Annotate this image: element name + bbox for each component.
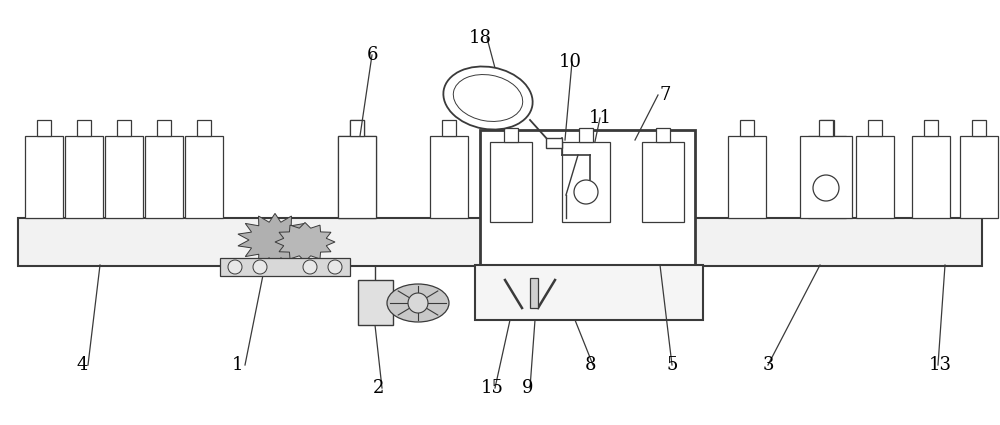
Bar	[912, 136, 950, 218]
Text: 11: 11	[588, 109, 612, 127]
Bar	[530, 278, 538, 308]
Bar	[18, 218, 982, 266]
Ellipse shape	[453, 74, 523, 122]
Bar	[972, 120, 986, 136]
Circle shape	[303, 260, 317, 274]
Text: 15: 15	[481, 379, 503, 397]
Bar	[145, 136, 183, 218]
Bar	[856, 136, 894, 218]
Bar	[197, 120, 211, 136]
Bar	[490, 142, 532, 222]
Bar	[350, 120, 364, 136]
Bar	[442, 120, 456, 136]
Bar	[475, 265, 703, 320]
Text: 8: 8	[584, 356, 596, 374]
Bar	[338, 136, 376, 218]
Bar	[800, 136, 852, 218]
Circle shape	[228, 260, 242, 274]
Text: 3: 3	[762, 356, 774, 374]
Bar	[358, 280, 393, 325]
Bar	[117, 120, 131, 136]
Bar	[430, 136, 468, 218]
Bar	[77, 120, 91, 136]
Bar	[65, 136, 103, 218]
Circle shape	[328, 260, 342, 274]
Bar	[808, 136, 846, 218]
Text: 18: 18	[468, 29, 492, 47]
Circle shape	[574, 180, 598, 204]
Bar	[579, 128, 593, 142]
Bar	[728, 136, 766, 218]
Bar	[642, 142, 684, 222]
Bar	[25, 136, 63, 218]
Text: 4: 4	[76, 356, 88, 374]
Bar	[338, 136, 376, 218]
Text: 5: 5	[666, 356, 678, 374]
Text: 7: 7	[659, 86, 671, 104]
Bar	[480, 130, 695, 265]
Bar	[960, 136, 998, 218]
Text: 2: 2	[372, 379, 384, 397]
Bar	[350, 120, 364, 136]
Text: 13: 13	[928, 356, 952, 374]
Bar	[220, 258, 350, 276]
Circle shape	[408, 293, 428, 313]
Bar	[185, 136, 223, 218]
Bar	[924, 120, 938, 136]
Bar	[105, 136, 143, 218]
Bar	[157, 120, 171, 136]
Ellipse shape	[387, 284, 449, 322]
Bar	[656, 128, 670, 142]
Bar	[740, 120, 754, 136]
Text: 10: 10	[558, 53, 582, 71]
Text: 9: 9	[522, 379, 534, 397]
Circle shape	[813, 175, 839, 201]
Bar	[546, 138, 562, 148]
Text: 1: 1	[232, 356, 244, 374]
Bar	[820, 120, 834, 136]
Bar	[819, 120, 833, 136]
Polygon shape	[238, 213, 312, 266]
Polygon shape	[275, 223, 335, 261]
Ellipse shape	[443, 66, 533, 130]
Circle shape	[253, 260, 267, 274]
Text: 6: 6	[366, 46, 378, 64]
Bar	[868, 120, 882, 136]
Bar	[504, 128, 518, 142]
Bar	[562, 142, 610, 222]
Bar	[37, 120, 51, 136]
